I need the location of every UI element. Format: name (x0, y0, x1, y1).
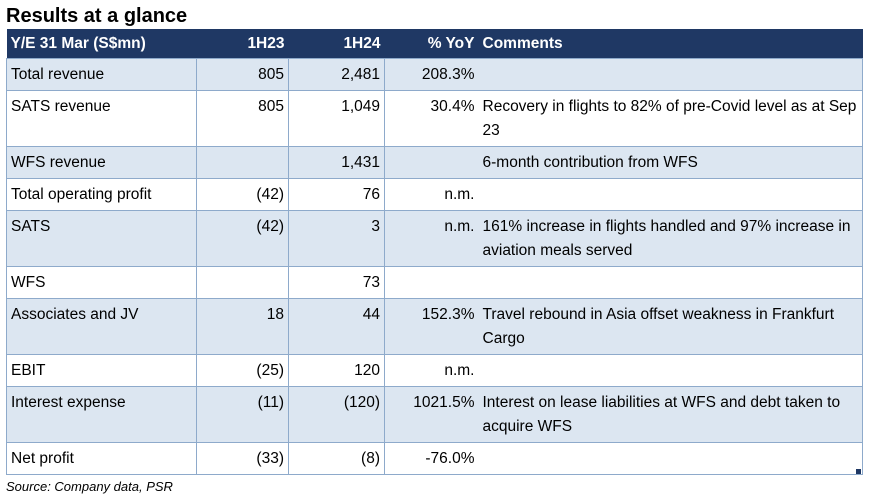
value-1h24: (8) (288, 442, 385, 475)
value-1h23: (42) (196, 210, 289, 267)
row-label: Net profit (6, 442, 197, 475)
table-row: WFS 73 (6, 266, 863, 299)
value-yoy (384, 146, 479, 179)
row-comment (478, 266, 863, 299)
value-1h23: (25) (196, 354, 289, 387)
row-label: Total operating profit (6, 178, 197, 211)
row-comment (478, 58, 863, 91)
value-1h23: 805 (196, 58, 289, 91)
row-label: SATS revenue (6, 90, 197, 147)
value-1h23: (42) (196, 178, 289, 211)
value-1h23 (196, 266, 289, 299)
value-1h24: 120 (288, 354, 385, 387)
row-label: WFS revenue (6, 146, 197, 179)
value-yoy: -76.0% (384, 442, 479, 475)
header-label: Y/E 31 Mar (S$mn) (6, 29, 197, 59)
value-yoy: 30.4% (384, 90, 479, 147)
row-label: EBIT (6, 354, 197, 387)
value-1h23: (11) (196, 386, 289, 443)
value-1h24: 73 (288, 266, 385, 299)
table-row: Net profit (33) (8) -76.0% (6, 442, 863, 475)
corner-marker (856, 469, 861, 474)
row-comment (478, 354, 863, 387)
header-1h24: 1H24 (288, 29, 385, 59)
table-row: Total operating profit (42) 76 n.m. (6, 178, 863, 211)
page-title: Results at a glance (6, 5, 188, 27)
table-row: SATS revenue 805 1,049 30.4% Recovery in… (6, 90, 863, 147)
value-1h24: 1,049 (288, 90, 385, 147)
header-comments: Comments (478, 29, 863, 59)
row-comment: Travel rebound in Asia offset weakness i… (478, 298, 863, 355)
value-1h24: 2,481 (288, 58, 385, 91)
row-label: Interest expense (6, 386, 197, 443)
value-1h23: 805 (196, 90, 289, 147)
table-row: WFS revenue 1,431 6-month contribution f… (6, 146, 863, 179)
value-yoy: 152.3% (384, 298, 479, 355)
table-row: Interest expense (11) (120) 1021.5% Inte… (6, 386, 863, 443)
row-label: Total revenue (6, 58, 197, 91)
value-yoy: 208.3% (384, 58, 479, 91)
value-1h24: 44 (288, 298, 385, 355)
value-1h24: 3 (288, 210, 385, 267)
row-label: Associates and JV (6, 298, 197, 355)
value-yoy (384, 266, 479, 299)
row-comment: Recovery in flights to 82% of pre-Covid … (478, 90, 863, 147)
value-yoy: n.m. (384, 210, 479, 267)
header-yoy: % YoY (384, 29, 479, 59)
table-header-row: Y/E 31 Mar (S$mn) 1H23 1H24 % YoY Commen… (6, 29, 863, 59)
header-1h23: 1H23 (196, 29, 289, 59)
row-comment: 6-month contribution from WFS (478, 146, 863, 179)
source-note: Source: Company data, PSR (6, 479, 173, 494)
value-yoy: 1021.5% (384, 386, 479, 443)
value-1h23 (196, 146, 289, 179)
value-yoy: n.m. (384, 354, 479, 387)
value-yoy: n.m. (384, 178, 479, 211)
row-comment: Interest on lease liabilities at WFS and… (478, 386, 863, 443)
table-row: Associates and JV 18 44 152.3% Travel re… (6, 298, 863, 355)
value-1h24: 1,431 (288, 146, 385, 179)
row-comment: 161% increase in flights handled and 97%… (478, 210, 863, 267)
row-label: WFS (6, 266, 197, 299)
value-1h24: (120) (288, 386, 385, 443)
row-label: SATS (6, 210, 197, 267)
table-row: Total revenue 805 2,481 208.3% (6, 58, 863, 91)
value-1h23: (33) (196, 442, 289, 475)
row-comment (478, 178, 863, 211)
value-1h23: 18 (196, 298, 289, 355)
results-table: Y/E 31 Mar (S$mn) 1H23 1H24 % YoY Commen… (6, 29, 863, 475)
row-comment (478, 442, 863, 475)
value-1h24: 76 (288, 178, 385, 211)
table-row: SATS (42) 3 n.m. 161% increase in flight… (6, 210, 863, 267)
table-row: EBIT (25) 120 n.m. (6, 354, 863, 387)
